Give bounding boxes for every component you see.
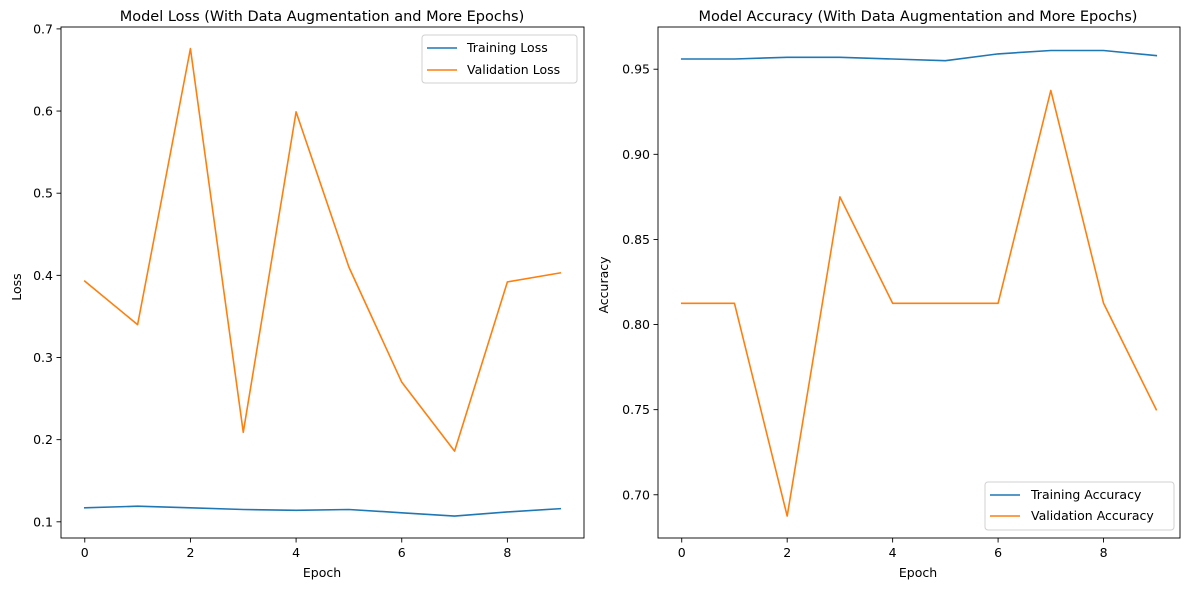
accuracy-legend-label-validation: Validation Accuracy [1031, 508, 1154, 523]
loss-x-tick-label: 8 [503, 545, 511, 560]
accuracy-x-axis-label: Epoch [899, 565, 937, 580]
validation-loss-line [83, 47, 562, 452]
accuracy-legend-label-training: Training Accuracy [1030, 487, 1142, 502]
validation-accuracy-line [680, 89, 1158, 517]
accuracy-x-tick-label: 6 [994, 545, 1002, 560]
accuracy-y-axis-label: Accuracy [596, 256, 611, 314]
training-accuracy-line [680, 49, 1158, 62]
loss-legend: Training Loss Validation Loss [421, 34, 578, 84]
accuracy-x-tick-label: 8 [1100, 545, 1108, 560]
loss-x-axis-label: Epoch [303, 565, 341, 580]
accuracy-plot-frame [657, 26, 1181, 539]
accuracy-y-tick-label: 0.75 [622, 402, 650, 417]
loss-x-tick-label: 0 [81, 545, 89, 560]
loss-y-tick-label: 0.6 [33, 104, 53, 119]
accuracy-x-tick-label: 2 [783, 545, 791, 560]
accuracy-x-tick-label: 0 [678, 545, 686, 560]
loss-y-tick-label: 0.5 [33, 186, 53, 201]
accuracy-y-tick-label: 0.85 [622, 232, 650, 247]
accuracy-legend: Training Accuracy Validation Accuracy [984, 481, 1175, 531]
loss-y-tick-label: 0.2 [33, 432, 53, 447]
loss-legend-label-training: Training Loss [466, 40, 548, 55]
accuracy-legend-box [984, 481, 1175, 531]
accuracy-x-tick-label: 4 [889, 545, 897, 560]
accuracy-chart: Model Accuracy (With Data Augmentation a… [596, 9, 1181, 580]
accuracy-chart-title: Model Accuracy (With Data Augmentation a… [699, 9, 1138, 25]
loss-chart: Model Loss (With Data Augmentation and M… [9, 9, 585, 580]
loss-legend-box [421, 34, 578, 84]
loss-y-tick-label: 0.7 [33, 21, 53, 36]
loss-y-tick-label: 0.3 [33, 350, 53, 365]
loss-y-axis-label: Loss [9, 273, 24, 300]
accuracy-y-tick-label: 0.90 [622, 147, 650, 162]
accuracy-y-tick-label: 0.95 [622, 62, 650, 77]
loss-x-tick-label: 2 [186, 545, 194, 560]
loss-chart-title: Model Loss (With Data Augmentation and M… [120, 9, 525, 25]
loss-y-tick-label: 0.1 [33, 514, 53, 529]
loss-legend-label-validation: Validation Loss [467, 62, 560, 77]
loss-x-tick-label: 4 [292, 545, 300, 560]
training-loss-line [83, 505, 562, 517]
loss-plot-frame [60, 26, 585, 539]
accuracy-y-tick-label: 0.70 [622, 487, 650, 502]
loss-x-tick-label: 6 [398, 545, 406, 560]
accuracy-y-tick-label: 0.80 [622, 317, 650, 332]
loss-y-tick-label: 0.4 [33, 268, 53, 283]
